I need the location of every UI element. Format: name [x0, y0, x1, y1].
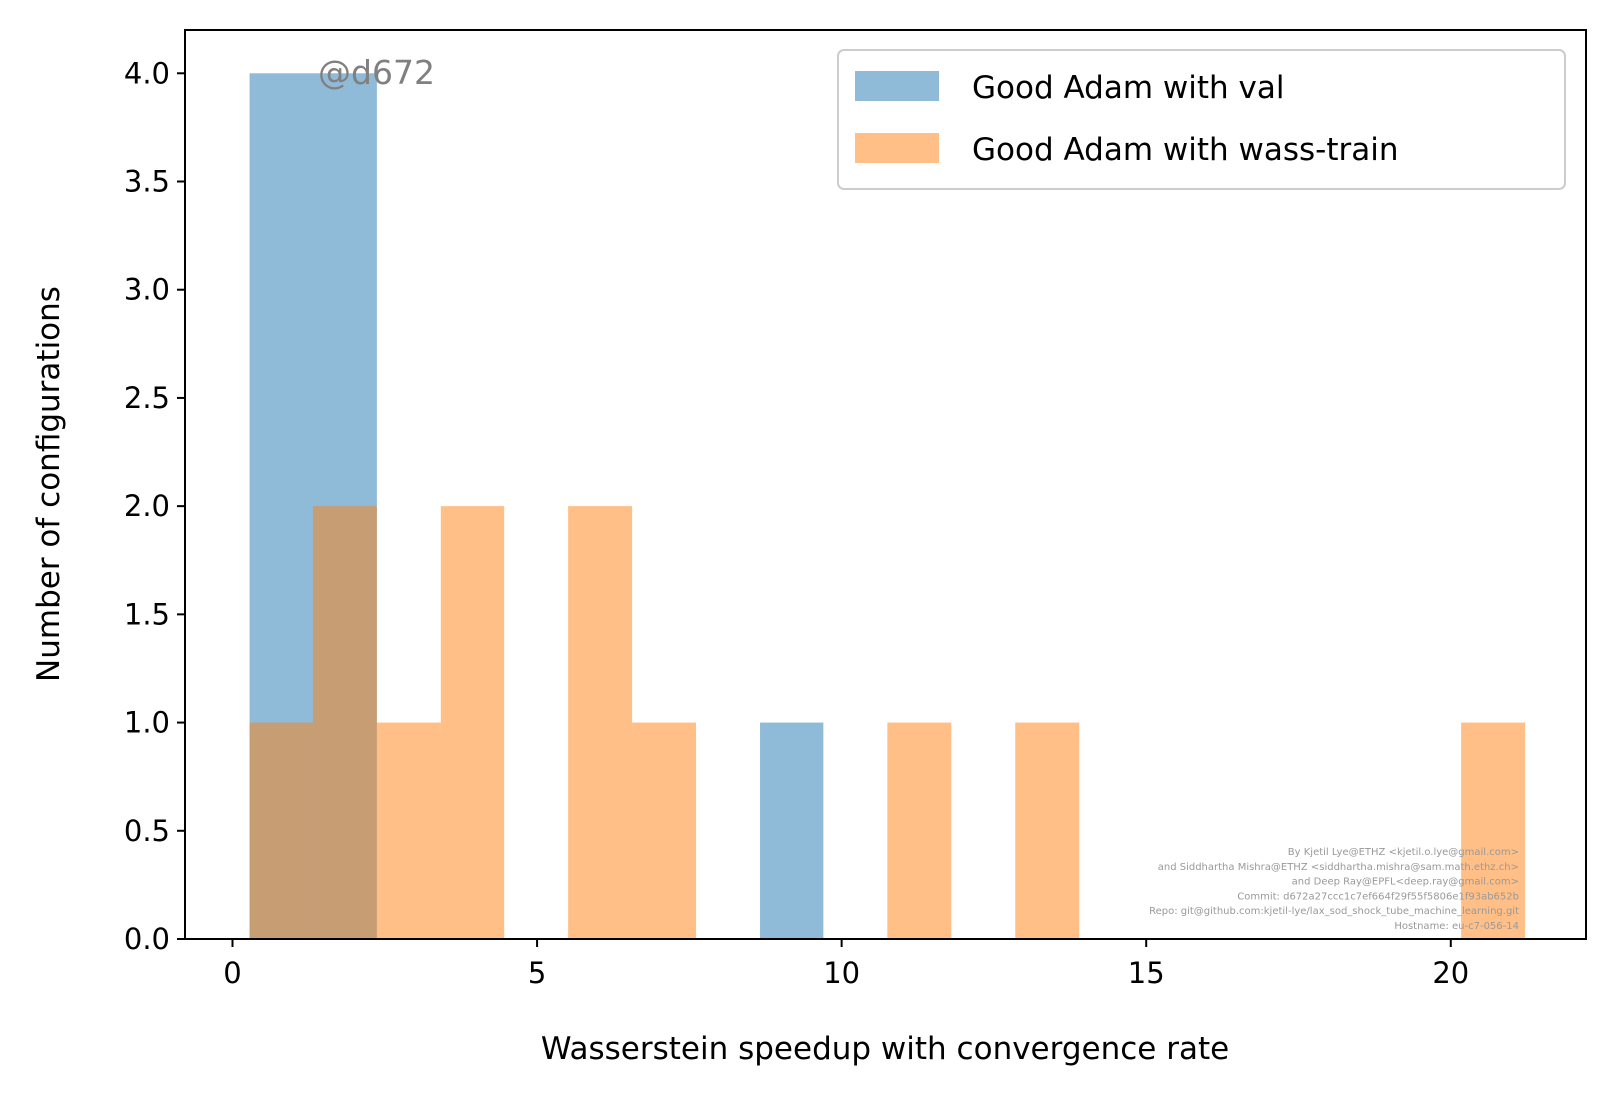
bar-series-0-bin-1	[760, 722, 824, 939]
legend-label-good-adam-with-wass-train: Good Adam with wass-train	[972, 132, 1399, 168]
credits-block: By Kjetil Lye@ETHZ <kjetil.o.lye@gmail.c…	[1149, 847, 1519, 932]
legend: Good Adam with val Good Adam with wass-t…	[837, 49, 1566, 190]
x-tick-label: 5	[528, 956, 546, 990]
x-tick-label: 10	[823, 956, 860, 990]
y-tick-label: 4.0	[124, 56, 170, 90]
x-axis-label: Wasserstein speedup with convergence rat…	[541, 1031, 1229, 1067]
credits-line: Repo: git@github.com:kjetil-lye/lax_sod_…	[1149, 906, 1519, 917]
credits-line: By Kjetil Lye@ETHZ <kjetil.o.lye@gmail.c…	[1288, 847, 1519, 858]
y-tick-label: 0.0	[124, 922, 170, 956]
bar-series-1-bin-8	[1461, 722, 1526, 939]
y-tick-label: 2.5	[124, 381, 170, 415]
legend-box	[837, 49, 1566, 190]
plot-frame	[184, 29, 1587, 940]
legend-swatch-good-adam-with-wass-train	[855, 133, 939, 163]
credits-line: Hostname: eu-c7-056-14	[1394, 921, 1519, 932]
legend-label-good-adam-with-val: Good Adam with val	[972, 70, 1284, 106]
credits-line: and Siddhartha Mishra@ETHZ <siddhartha.m…	[1158, 862, 1519, 873]
bar-series-1-bin-2	[376, 722, 441, 939]
bar-series-1-bin-4	[568, 506, 633, 939]
x-tick-label: 0	[223, 956, 241, 990]
watermark-label: @d672	[318, 53, 435, 92]
bar-series-1-bin-6	[887, 722, 952, 939]
bar-series-1-bin-7	[1015, 722, 1080, 939]
ticks-layer: 0 5 10 15 20 0.0 0.5 1.0 1.5 2.0 2.5 3.0 3.5 4.0	[124, 56, 1469, 990]
legend-swatch-good-adam-with-val	[855, 71, 939, 101]
x-tick-label: 20	[1432, 956, 1469, 990]
x-tick-label: 15	[1128, 956, 1165, 990]
bar-series-1-bin-0	[249, 722, 313, 939]
credits-line: and Deep Ray@EPFL<deep.ray@gmail.com>	[1292, 877, 1519, 888]
bar-series-1-bin-5	[632, 722, 697, 939]
credits-line: Commit: d672a27ccc1c7ef664f29f55f5806e1f…	[1237, 891, 1519, 902]
y-tick-label: 1.0	[124, 706, 170, 740]
y-axis-label: Number of configurations	[31, 286, 67, 682]
bars-layer	[249, 73, 1526, 940]
bar-series-1-bin-3	[440, 506, 505, 939]
bar-series-1-bin-1	[312, 506, 377, 939]
y-tick-label: 1.5	[124, 597, 170, 631]
y-tick-label: 2.0	[124, 489, 170, 523]
y-tick-label: 0.5	[124, 814, 170, 848]
y-tick-label: 3.5	[124, 165, 170, 199]
y-tick-label: 3.0	[124, 273, 170, 307]
